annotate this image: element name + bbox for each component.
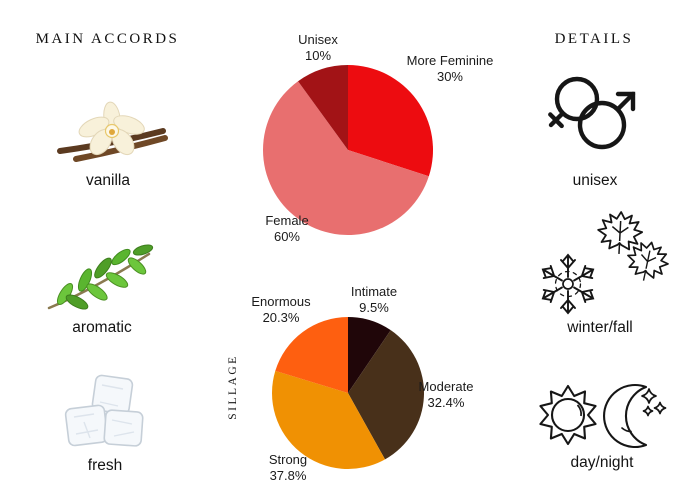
sillage-axis-label: SILLAGE: [227, 354, 239, 420]
pie-label-strong: Strong 37.8%: [268, 452, 308, 483]
pie-slice-enormous: [275, 317, 348, 393]
crescent-moon-icon: [602, 384, 648, 448]
sun-and-crescent-moon-icon: [539, 384, 667, 448]
detail-label-day-night: day/night: [570, 454, 634, 471]
pie-label-more-feminine: More Feminine 30%: [406, 53, 494, 84]
pie-label-moderate: Moderate 32.4%: [418, 379, 474, 410]
detail-label-unisex: unisex: [572, 172, 618, 189]
maple-leaf-icon: [597, 211, 669, 281]
pie-slice-strong: [271, 370, 386, 470]
pie-slice-female: [263, 81, 429, 235]
details-title: DETAILS: [554, 31, 634, 47]
accord-label-aromatic: aromatic: [72, 319, 132, 336]
female-male-gender-icon: [548, 76, 636, 150]
vanilla-flower-image: [57, 101, 168, 162]
sparkle-stars-icon: [641, 388, 667, 417]
pie-label-enormous: Enormous 20.3%: [251, 294, 311, 325]
main-accords-title: MAIN ACCORDS: [35, 31, 180, 47]
pie-label-intimate: Intimate 9.5%: [350, 284, 398, 315]
detail-label-winter-fall: winter/fall: [567, 319, 633, 336]
snowflake-icon: [541, 253, 595, 315]
pie-label-unisex: Unisex 10%: [298, 32, 338, 63]
ice-cubes-image: [64, 374, 144, 447]
pie-slice-unisex: [298, 65, 348, 150]
pie-slice-intimate: [348, 317, 391, 393]
accord-label-fresh: fresh: [87, 457, 123, 474]
pie-slice-more-feminine: [348, 65, 434, 177]
green-herb-sprig-image: [47, 244, 154, 310]
snowflake-and-maple-leaves-icon: [541, 211, 669, 315]
pie-slice-moderate: [348, 330, 425, 460]
pie-label-female: Female 60%: [265, 213, 309, 244]
sillage-pie-chart: [271, 317, 425, 470]
gender-pie-chart: [263, 65, 434, 235]
accord-label-vanilla: vanilla: [86, 172, 130, 189]
sun-icon: [539, 384, 597, 446]
